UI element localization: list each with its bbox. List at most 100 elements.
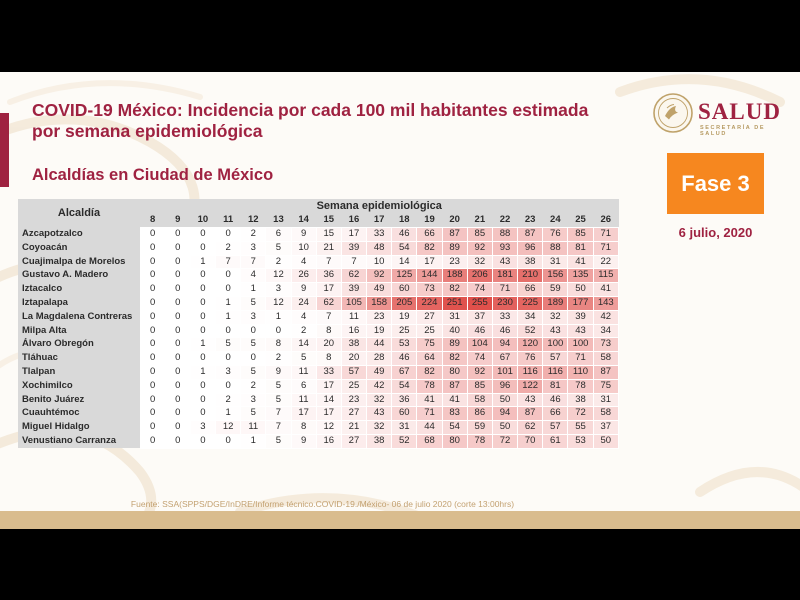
incidence-value-cell: 22 (592, 254, 620, 270)
incidence-value-cell: 17 (315, 406, 342, 422)
incidence-value-cell: 210 (517, 268, 544, 284)
incidence-table-wrap: Alcaldía Semana epidemiológica 8 9 10 11 12 1… (18, 199, 620, 449)
incidence-value-cell: 9 (290, 433, 317, 449)
table-row: Benito Juárez 0 0 0 2 3 5 11 14 23 32 36 41 41 58 50 43 4… (18, 392, 620, 408)
incidence-value-cell: 58 (466, 392, 493, 408)
incidence-value-cell: 0 (164, 364, 191, 380)
incidence-value-cell: 0 (189, 295, 217, 311)
incidence-value-cell: 38 (567, 392, 594, 408)
incidence-value-cell: 1 (215, 406, 242, 422)
incidence-value-cell: 9 (290, 282, 317, 297)
incidence-value-cell: 0 (189, 227, 217, 242)
incidence-value-cell: 3 (265, 282, 292, 297)
incidence-value-cell: 27 (340, 433, 368, 449)
incidence-value-cell: 0 (139, 227, 166, 242)
incidence-value-cell: 3 (240, 309, 267, 325)
incidence-value-cell: 6 (290, 378, 317, 394)
incidence-value-cell: 80 (441, 364, 468, 380)
incidence-value-cell: 0 (215, 378, 242, 394)
incidence-value-cell: 39 (567, 309, 594, 325)
week-header-cell: 10 (190, 213, 216, 228)
incidence-value-cell: 87 (441, 378, 468, 394)
incidence-value-cell: 4 (290, 309, 317, 325)
table-row: Miguel Hidalgo 0 0 3 12 11 7 8 12 21 32 31 44 54 59 50 6… (18, 420, 620, 435)
incidence-value-cell: 135 (567, 268, 594, 284)
incidence-value-cell: 0 (164, 282, 191, 297)
incidence-value-cell: 0 (164, 392, 191, 408)
incidence-value-cell: 23 (441, 254, 468, 270)
incidence-heatmap-table: Alcaldía Semana epidemiológica 8 9 10 11 12 1… (18, 199, 620, 449)
incidence-value-cell: 23 (340, 392, 368, 408)
incidence-value-cell: 50 (567, 282, 594, 297)
incidence-value-cell: 53 (567, 433, 594, 449)
incidence-value-cell: 81 (567, 240, 594, 256)
incidence-value-cell: 1 (189, 254, 217, 270)
incidence-value-cell: 87 (517, 406, 544, 422)
incidence-value-cell: 0 (139, 351, 166, 366)
incidence-value-cell: 3 (240, 392, 267, 408)
incidence-value-cell: 25 (391, 323, 418, 339)
incidence-value-cell: 17 (340, 227, 368, 242)
phase-badge: Fase 3 (667, 153, 764, 214)
incidence-value-cell: 60 (391, 406, 418, 422)
incidence-value-cell: 52 (517, 323, 544, 339)
alcaldia-name-cell: Álvaro Obregón (18, 337, 140, 352)
incidence-value-cell: 1 (189, 337, 217, 353)
incidence-value-cell: 0 (215, 323, 242, 339)
incidence-value-cell: 44 (416, 420, 443, 435)
incidence-value-cell: 0 (189, 309, 217, 325)
incidence-value-cell: 46 (491, 323, 519, 339)
incidence-value-cell: 100 (542, 337, 569, 353)
incidence-value-cell: 41 (567, 254, 594, 270)
incidence-value-cell: 72 (567, 406, 594, 422)
incidence-value-cell: 17 (315, 378, 342, 394)
row-header-label: Alcaldía (18, 199, 140, 228)
week-header-cell: 19 (416, 213, 443, 228)
incidence-value-cell: 0 (189, 240, 217, 256)
incidence-value-cell: 0 (164, 420, 191, 435)
incidence-value-cell: 40 (441, 323, 468, 339)
page-title: COVID-19 México: Incidencia por cada 100… (32, 100, 589, 141)
incidence-value-cell: 93 (491, 240, 519, 256)
incidence-value-cell: 101 (491, 364, 519, 380)
incidence-value-cell: 60 (391, 282, 418, 297)
table-row: Iztapalapa 0 0 0 1 5 12 24 62 105 158 205 224 251 255 2… (18, 295, 620, 311)
incidence-value-cell: 38 (366, 433, 393, 449)
incidence-value-cell: 0 (215, 282, 242, 297)
incidence-value-cell: 46 (542, 392, 569, 408)
incidence-value-cell: 33 (315, 364, 342, 380)
incidence-value-cell: 57 (340, 364, 368, 380)
incidence-value-cell: 92 (466, 364, 493, 380)
incidence-value-cell: 85 (466, 227, 493, 242)
incidence-value-cell: 0 (189, 351, 217, 366)
incidence-value-cell: 7 (265, 420, 292, 435)
alcaldia-name-cell: Azcapotzalco (18, 227, 140, 242)
incidence-value-cell: 9 (290, 227, 317, 242)
incidence-value-cell: 0 (139, 433, 166, 449)
incidence-value-cell: 8 (265, 337, 292, 353)
incidence-value-cell: 0 (164, 337, 191, 353)
incidence-value-cell: 12 (265, 295, 292, 311)
incidence-value-cell: 33 (491, 309, 519, 325)
incidence-value-cell: 92 (366, 268, 393, 284)
incidence-value-cell: 158 (366, 295, 393, 311)
incidence-value-cell: 5 (265, 378, 292, 394)
incidence-value-cell: 7 (215, 254, 242, 270)
incidence-value-cell: 5 (290, 351, 317, 366)
incidence-value-cell: 14 (290, 337, 317, 353)
incidence-value-cell: 46 (466, 323, 493, 339)
incidence-value-cell: 0 (164, 227, 191, 242)
incidence-value-cell: 0 (189, 378, 217, 394)
incidence-value-cell: 3 (215, 364, 242, 380)
incidence-value-cell: 46 (391, 227, 418, 242)
slide-date: 6 julio, 2020 (678, 225, 753, 240)
incidence-value-cell: 0 (139, 420, 166, 435)
incidence-value-cell: 0 (215, 433, 242, 449)
table-row: La Magdalena Contreras 0 0 0 1 3 1 4 7 11 23 19 27 31… (18, 309, 620, 325)
salud-seal-icon (653, 93, 693, 133)
week-header-cell: 13 (265, 213, 292, 228)
incidence-value-cell: 224 (416, 295, 443, 311)
incidence-value-cell: 10 (290, 240, 317, 256)
incidence-value-cell: 7 (315, 309, 342, 325)
